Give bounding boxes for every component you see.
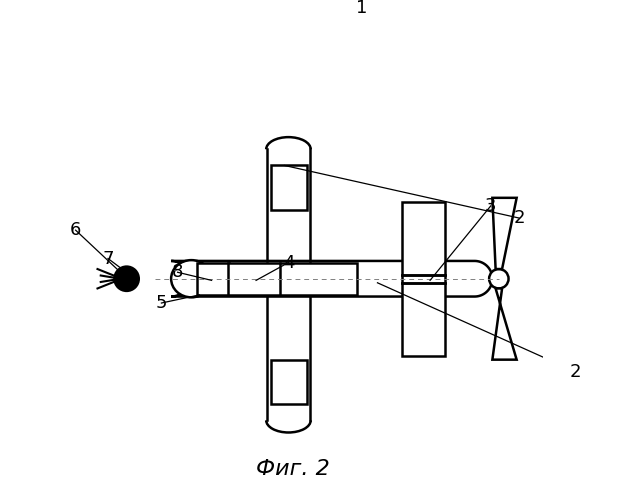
Text: 7: 7 [102, 250, 113, 268]
Text: 6: 6 [70, 221, 81, 239]
Polygon shape [492, 288, 516, 360]
Text: 2: 2 [570, 363, 582, 381]
Polygon shape [171, 261, 492, 296]
Text: 4: 4 [283, 254, 294, 272]
Circle shape [115, 266, 139, 291]
Bar [228, 262, 357, 295]
Text: 8: 8 [172, 264, 184, 281]
Ellipse shape [171, 260, 211, 298]
Text: Фиг. 2: Фиг. 2 [255, 459, 329, 479]
Text: 5: 5 [156, 294, 167, 312]
Text: 2: 2 [513, 209, 525, 227]
Bar [402, 283, 445, 356]
Bar [271, 360, 307, 404]
Bar [197, 262, 229, 295]
Bar [271, 166, 307, 210]
Bar [402, 202, 445, 274]
Polygon shape [492, 198, 516, 269]
Text: 3: 3 [485, 197, 497, 215]
Text: 1: 1 [356, 0, 367, 16]
Circle shape [489, 269, 508, 288]
